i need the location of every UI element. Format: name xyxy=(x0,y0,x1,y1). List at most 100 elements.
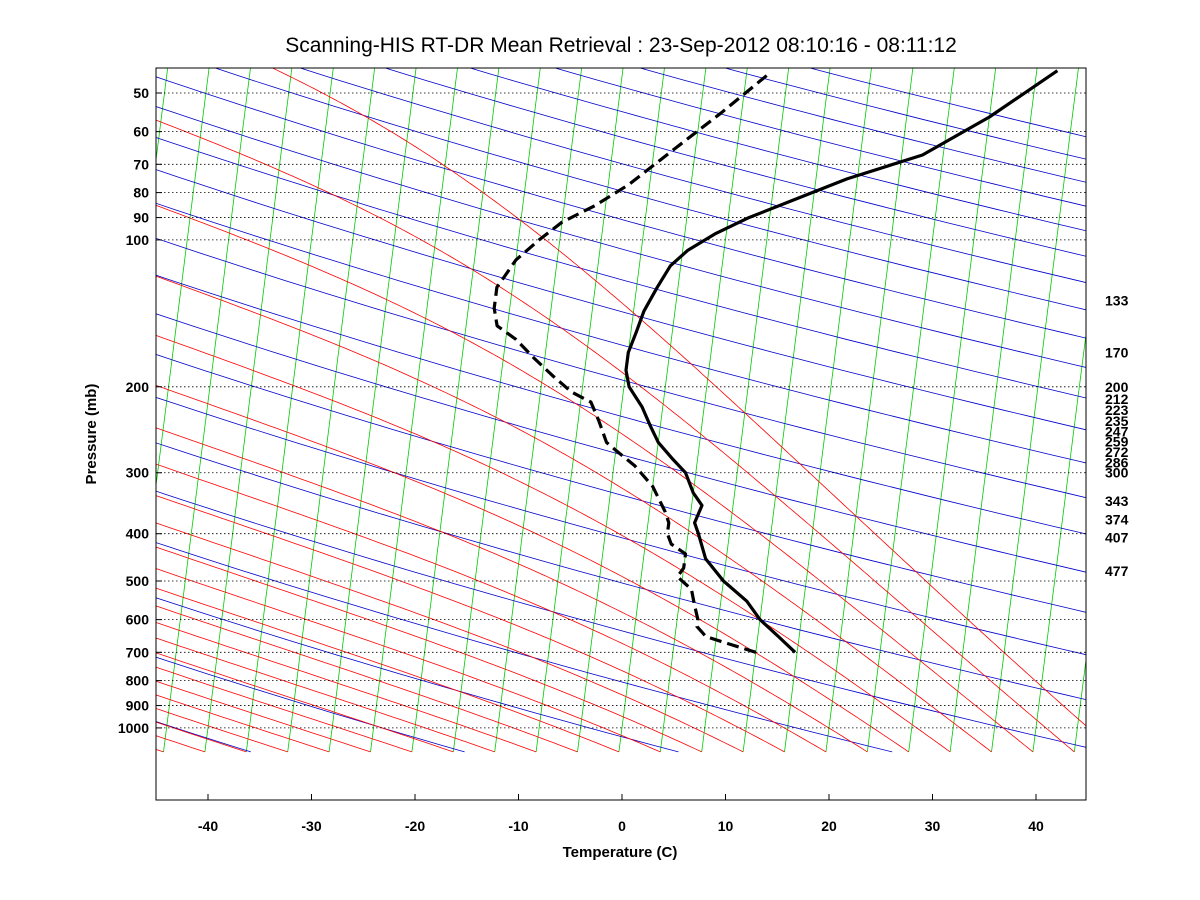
temperature-profile-line xyxy=(624,69,1059,654)
dry-adiabat-line xyxy=(156,202,1086,464)
y-tick-label: 1000 xyxy=(118,720,149,736)
dry-adiabat-line xyxy=(156,490,1086,748)
y-axis-ticks: 50 60 70 80 90 100 200 300 400 500 600 700 800 900 100… xyxy=(118,85,162,736)
pressure-gridlines xyxy=(156,92,1086,729)
isotherm-line xyxy=(287,68,376,752)
chart-title: Scanning-HIS RT-DR Mean Retrieval : 23-S… xyxy=(285,34,957,57)
x-tick-label: -30 xyxy=(301,818,321,834)
x-tick-label: 20 xyxy=(821,818,837,834)
moist-adiabat-line xyxy=(156,385,909,753)
right-pressure-label: 259 xyxy=(1105,434,1129,450)
dry-adiabat-line xyxy=(156,137,1086,399)
dry-adiabat-line xyxy=(156,237,1086,499)
isotherm-line xyxy=(908,68,997,752)
isotherm-line xyxy=(370,68,458,752)
x-axis-ticks: -40 -30 -20 -10 0 10 20 30 40 xyxy=(198,794,1044,834)
moist-adiabat-line xyxy=(156,587,620,753)
right-pressure-label: 133 xyxy=(1105,292,1129,308)
isotherm-line xyxy=(328,68,417,752)
right-pressure-label: 407 xyxy=(1105,529,1129,545)
isotherm-line xyxy=(701,68,790,752)
right-pressure-label: 223 xyxy=(1105,402,1129,418)
moist-adiabat-line xyxy=(156,605,578,753)
moist-adiabat-line xyxy=(156,568,661,753)
right-pressure-label: 235 xyxy=(1105,413,1129,429)
y-tick-label: 50 xyxy=(133,85,149,101)
y-tick-label: 400 xyxy=(126,526,150,542)
isotherm-line xyxy=(204,68,293,752)
moist-adiabat-line xyxy=(271,68,1086,727)
isotherm-line xyxy=(535,68,624,752)
x-tick-label: 10 xyxy=(718,818,734,834)
right-pressure-label: 343 xyxy=(1105,493,1129,509)
plot-frame xyxy=(155,67,1087,801)
moist-adiabat-line xyxy=(156,463,827,753)
right-pressure-label: 200 xyxy=(1105,379,1129,395)
moist-adiabat-line xyxy=(156,522,744,753)
moist-adiabat-line xyxy=(156,546,702,753)
isotherm-line xyxy=(825,68,914,752)
y-tick-label: 300 xyxy=(126,465,150,481)
dry-adiabat-line xyxy=(156,442,1086,701)
dry-adiabat-line xyxy=(156,106,1086,368)
right-pressure-label: 300 xyxy=(1105,465,1129,481)
isotherm-line xyxy=(742,68,831,752)
moist-adiabat-line xyxy=(156,495,785,753)
dry-adiabat-line xyxy=(553,68,1086,207)
x-axis-label: Temperature (C) xyxy=(563,844,678,861)
isotherm-line xyxy=(156,68,210,489)
y-tick-label: 700 xyxy=(126,644,150,660)
right-pressure-label: 212 xyxy=(1105,391,1129,407)
dry-adiabat-line xyxy=(156,542,893,753)
background-lines xyxy=(156,68,1086,753)
right-pressure-label: 286 xyxy=(1105,455,1129,471)
isotherm-line xyxy=(949,68,1038,752)
isotherm-line xyxy=(411,68,500,752)
x-tick-label: 40 xyxy=(1028,818,1044,834)
dewpoint-profile-line xyxy=(492,74,769,654)
y-tick-label: 500 xyxy=(126,573,150,589)
x-tick-label: -40 xyxy=(198,818,218,834)
isotherm-line xyxy=(866,68,955,752)
dry-adiabat-line xyxy=(156,397,1086,656)
right-pressure-label: 374 xyxy=(1105,511,1129,527)
x-tick-label: 30 xyxy=(925,818,941,834)
right-pressure-label: 272 xyxy=(1105,444,1129,460)
isotherm-line xyxy=(659,68,748,752)
x-tick-label: 0 xyxy=(618,818,626,834)
moist-adiabat-line xyxy=(156,427,868,753)
profile-series xyxy=(492,69,1059,654)
moist-adiabat-line xyxy=(156,119,1075,753)
y-tick-label: 80 xyxy=(133,185,149,201)
dry-adiabat-line xyxy=(156,274,1086,535)
moist-adiabat-line xyxy=(156,275,992,753)
dry-adiabat-line xyxy=(638,68,1086,183)
moist-adiabat-line xyxy=(156,622,537,753)
dry-adiabat-line xyxy=(156,597,679,753)
dry-adiabat-line xyxy=(299,68,1086,283)
dry-adiabat-line xyxy=(383,68,1086,257)
y-axis-label: Pressure (mb) xyxy=(83,384,100,485)
isotherm-line xyxy=(494,68,583,752)
right-pressure-label: 477 xyxy=(1105,563,1129,579)
right-pressure-label: 170 xyxy=(1105,344,1129,360)
dry-adiabat-line xyxy=(156,76,1086,339)
dry-adiabat-line xyxy=(156,169,1086,431)
y-tick-label: 900 xyxy=(126,698,150,714)
x-tick-label: -20 xyxy=(405,818,425,834)
moist-adiabat-line xyxy=(156,204,1034,753)
y-tick-label: 800 xyxy=(126,673,150,689)
dry-adiabat-line xyxy=(156,313,1086,573)
isotherm-line xyxy=(1032,331,1086,752)
y-tick-label: 100 xyxy=(126,232,150,248)
isotherm-line xyxy=(452,68,541,752)
moist-adiabat-line xyxy=(156,334,951,753)
dry-adiabat-line xyxy=(214,68,1086,311)
y-tick-label: 200 xyxy=(126,379,150,395)
y-tick-label: 600 xyxy=(126,612,150,628)
y-tick-label: 60 xyxy=(133,124,149,140)
right-pressure-label: 247 xyxy=(1105,424,1129,440)
